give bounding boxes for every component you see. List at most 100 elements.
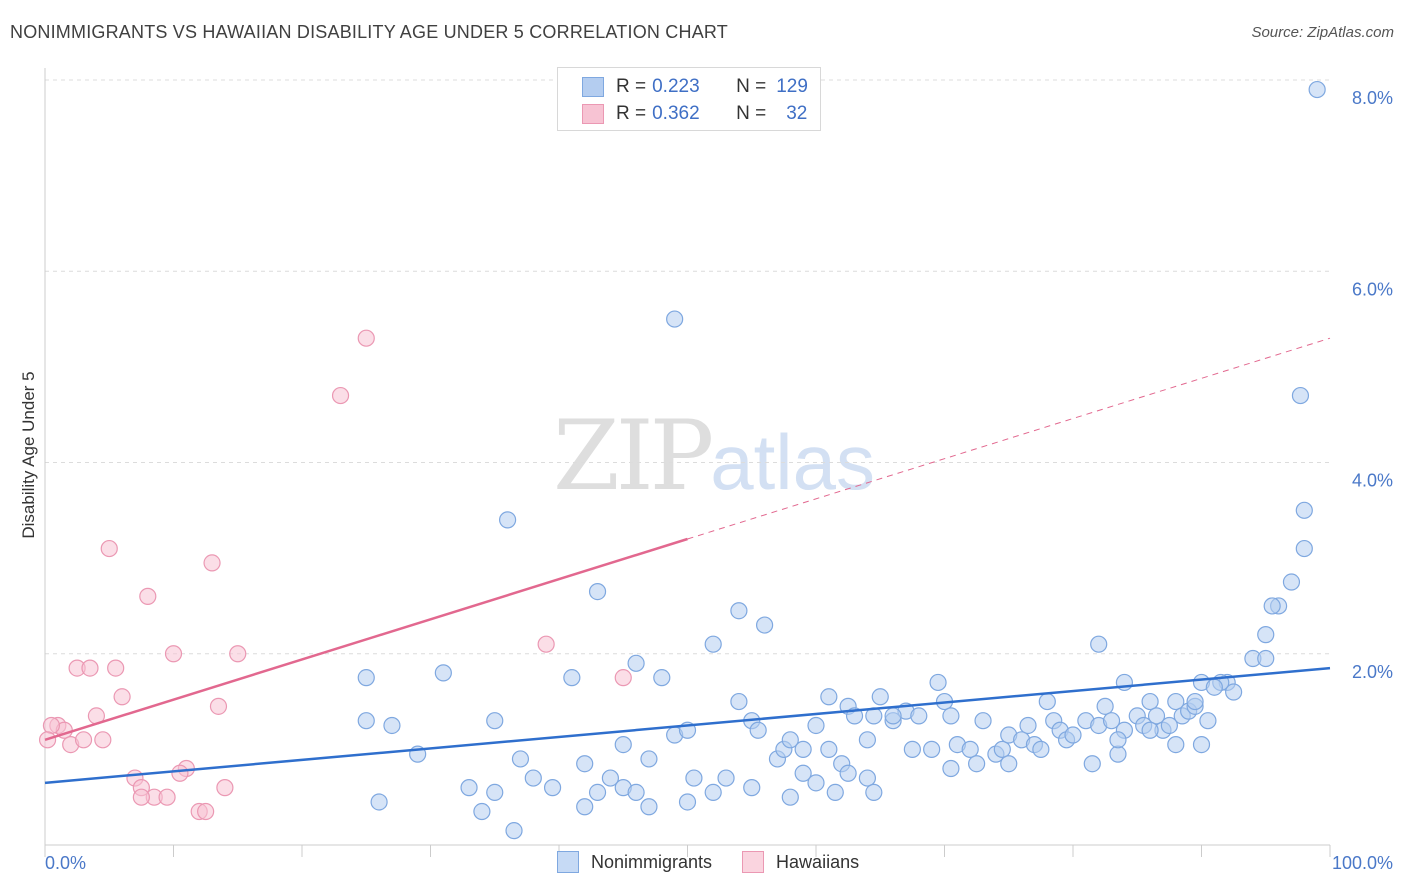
nonimmigrants-point [601,769,620,787]
nonimmigrants-point [640,798,658,816]
nonimmigrants-point [1186,692,1204,711]
hawaiians-point [74,731,93,749]
nonimmigrants-point [794,740,812,758]
hawaiians-point [171,764,189,782]
nonimmigrants-point [1257,649,1275,668]
nonimmigrants-point [942,707,960,725]
nonimmigrants-point [781,788,799,806]
nonimmigrants-point [486,712,504,730]
y-axis-title: Disability Age Under 5 [19,371,38,538]
nonimmigrants-point [1000,755,1018,773]
hawaiians-point [139,587,157,605]
hawaiians-point [81,659,99,677]
legend-row-hawaiians: R = 0.362 N = 32 [582,101,807,127]
hawaiians-point [614,669,632,687]
hawaiians-point [107,659,125,677]
nonimmigrants-point [929,673,947,692]
nonimmigrants-point [730,602,748,620]
nonimmigrants-point [704,783,722,802]
legend-n-value: 129 [776,76,808,97]
hawaiians-trendline [44,537,688,742]
nonimmigrants-point [1205,678,1223,696]
nonimmigrants-point [1282,573,1301,591]
nonimmigrants-point [524,769,542,787]
nonimmigrants-point [820,740,838,758]
legend-row-nonimmigrants: R = 0.223 N = 129 [582,74,808,100]
nonimmigrants-point [704,635,722,653]
nonimmigrants-point [588,783,607,802]
legend-n-value: 32 [786,103,808,124]
y-tick-label: 4.0% [1352,471,1393,491]
nonimmigrants-point [871,688,889,706]
nonimmigrants-point [820,688,838,706]
nonimmigrants-point [357,712,375,730]
nonimmigrants-point [1160,716,1178,735]
nonimmigrants-point [499,511,517,529]
nonimmigrants-point [614,735,632,754]
nonimmigrants-point [743,779,761,797]
nonimmigrants-point [1225,683,1243,701]
hawaiians-point [113,688,131,706]
x-tick-label: 0.0% [45,853,86,873]
hawaiians-point [197,802,215,821]
nonimmigrants-point [543,779,562,797]
hawaiians-point [229,645,247,663]
nonimmigrants-point [678,793,697,811]
nonimmigrants-point [1102,712,1121,730]
nonimmigrants-point [1032,740,1050,758]
nonimmigrants-point [627,654,645,672]
nonimmigrants-point [717,769,735,787]
nonimmigrants-point [961,740,979,758]
legend-item-nonimmigrants: Nonimmigrants [557,851,712,873]
legend-n-label: N = [736,103,767,124]
nonimmigrants-point [1167,735,1185,754]
legend-swatch-blue [582,77,604,97]
legend-r-label: R = [616,103,647,124]
legend-label-hawaiians: Hawaiians [776,851,860,872]
nonimmigrants-point [563,669,581,687]
nonimmigrants-point [858,731,877,749]
source-label: Source: ZipAtlas.com [1251,24,1394,41]
nonimmigrants-point [1038,692,1056,711]
hawaiians-point [42,716,61,735]
nonimmigrants-point [865,783,883,802]
nonimmigrants-point [749,721,767,739]
nonimmigrants-point [974,712,992,730]
nonimmigrants-point [505,822,523,840]
hawaiians-trendline-extension [687,337,1331,540]
nonimmigrants-point [1141,692,1159,711]
nonimmigrants-point [1019,716,1037,735]
nonimmigrants-point [1109,745,1127,763]
hawaiians-point [209,697,228,715]
nonimmigrants-point [357,669,375,687]
nonimmigrants-point [1083,755,1101,773]
hawaiians-point [357,329,375,347]
nonimmigrants-point [755,616,774,634]
nonimmigrants-point [1090,635,1108,653]
nonimmigrants-point [370,793,388,811]
series-legend: Nonimmigrants Hawaiians [557,851,889,873]
legend-swatch-pink [582,104,604,124]
nonimmigrants-point [588,582,607,601]
hawaiians-point [164,645,183,663]
hawaiians-point [203,554,221,572]
nonimmigrants-point [486,783,504,802]
nonimmigrants-point [807,774,825,792]
hawaiians-point [158,788,176,806]
hawaiians-point [132,788,150,806]
y-tick-label: 8.0% [1352,88,1393,108]
nonimmigrants-point [460,779,478,797]
nonimmigrants-point [1064,726,1082,744]
nonimmigrants-point [576,755,594,773]
nonimmigrants-point [1308,80,1326,99]
correlation-legend: R = 0.223 N = 129 R = 0.362 N = 32 [557,67,821,131]
nonimmigrants-point [923,740,941,758]
legend-n-label: N = [736,76,767,97]
nonimmigrants-trendline [44,666,1331,785]
nonimmigrants-point [1257,626,1275,644]
nonimmigrants-point [434,664,452,682]
nonimmigrants-point [685,769,703,787]
nonimmigrants-point [1167,692,1185,711]
y-tick-label: 2.0% [1352,662,1393,682]
chart-title: NONIMMIGRANTS VS HAWAIIAN DISABILITY AGE… [10,22,728,42]
